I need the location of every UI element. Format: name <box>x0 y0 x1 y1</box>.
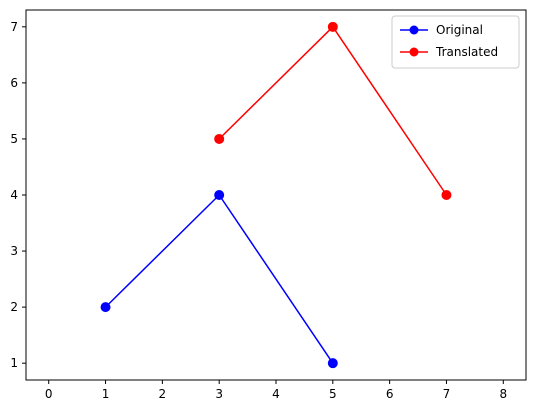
data-point-translated <box>214 133 225 144</box>
data-point-original <box>100 302 111 313</box>
x-axis: 0 1 2 3 4 5 6 7 8 <box>45 380 507 401</box>
legend-marker <box>409 47 419 57</box>
y-axis: 1 2 3 4 5 6 7 <box>10 20 26 370</box>
x-tick-label: 3 <box>215 387 223 401</box>
data-point-translated <box>327 21 338 32</box>
legend-marker <box>409 25 419 35</box>
legend-item-translated: Translated <box>400 45 498 59</box>
x-tick-label: 1 <box>102 387 110 401</box>
series-layer <box>100 21 452 369</box>
legend-box <box>391 15 520 69</box>
y-tick-label: 7 <box>10 20 18 34</box>
x-tick-label: 7 <box>443 387 451 401</box>
data-point-original <box>214 190 225 200</box>
x-tick-label: 2 <box>159 387 167 401</box>
series-original <box>100 190 338 369</box>
y-tick-label: 6 <box>10 76 18 90</box>
y-tick-label: 5 <box>10 132 18 146</box>
legend: Original Translated <box>391 15 520 69</box>
y-tick-label: 1 <box>10 356 18 370</box>
y-tick-label: 2 <box>10 300 18 314</box>
x-tick-label: 8 <box>499 387 507 401</box>
y-tick-label: 3 <box>10 244 18 258</box>
series-translated <box>214 21 452 200</box>
x-tick-label: 0 <box>45 387 53 401</box>
legend-item-original: Original <box>400 23 483 37</box>
data-point-translated <box>441 190 452 200</box>
data-point-original <box>327 358 338 369</box>
legend-label: Original <box>436 23 483 37</box>
y-tick-label: 4 <box>10 188 18 202</box>
x-tick-label: 6 <box>386 387 394 401</box>
legend-label: Translated <box>435 45 498 59</box>
x-tick-label: 4 <box>272 387 280 401</box>
x-tick-label: 5 <box>329 387 337 401</box>
